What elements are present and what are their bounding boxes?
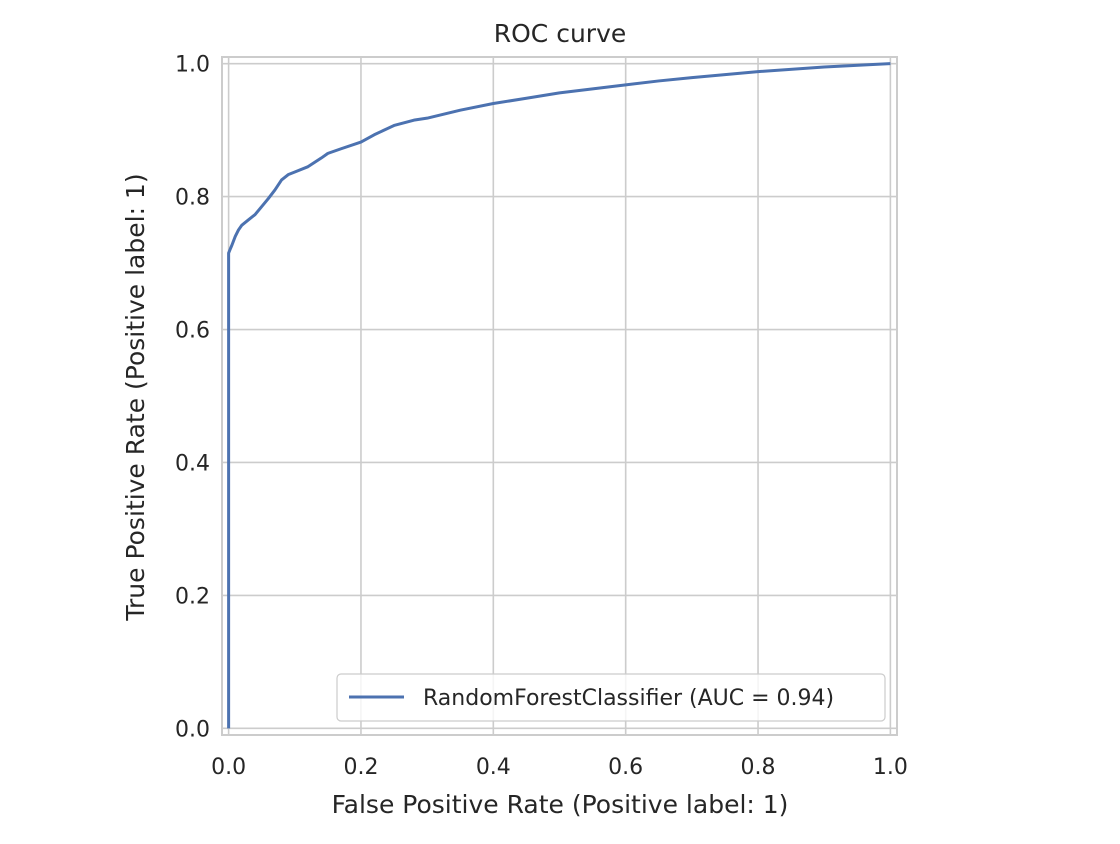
frame-layer <box>221 56 898 736</box>
y-tick-label: 0.6 <box>175 319 210 344</box>
axes-frame <box>221 56 898 736</box>
y-axis-label: True Positive Rate (Positive label: 1) <box>121 173 150 621</box>
x-tick-label: 0.0 <box>211 755 246 780</box>
x-tick-label: 0.4 <box>476 755 511 780</box>
y-tick-label: 1.0 <box>175 53 210 78</box>
chart-title: ROC curve <box>494 19 627 48</box>
x-axis-label: False Positive Rate (Positive label: 1) <box>332 790 789 819</box>
x-tick-label: 0.8 <box>741 755 776 780</box>
x-tick-label: 1.0 <box>873 755 908 780</box>
y-tick-label: 0.2 <box>175 584 210 609</box>
tick-layer: 0.0 0.2 0.4 0.6 0.8 1.0 0.0 0.2 0.4 0.6 0.8 1.0 <box>175 53 908 780</box>
series-layer <box>227 62 891 729</box>
roc-curve-line <box>227 62 891 729</box>
y-tick-label: 0.0 <box>175 717 210 742</box>
legend-box <box>336 673 886 722</box>
x-tick-label: 0.6 <box>608 755 643 780</box>
legend: RandomForestClassifier (AUC = 0.94) <box>336 673 886 722</box>
grid-layer <box>222 57 897 735</box>
y-tick-label: 0.8 <box>175 186 210 211</box>
legend-label: RandomForestClassifier (AUC = 0.94) <box>423 686 834 711</box>
y-tick-label: 0.4 <box>175 451 210 476</box>
x-tick-label: 0.2 <box>343 755 378 780</box>
